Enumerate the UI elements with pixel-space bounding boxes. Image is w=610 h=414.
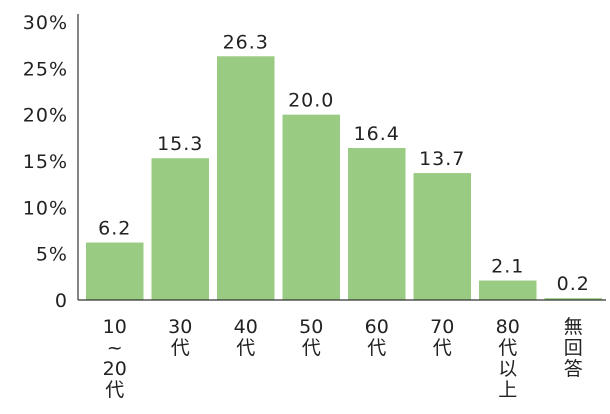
data-label-5: 13.7	[419, 148, 465, 170]
category-label-5: 70代	[430, 316, 454, 359]
bar-2	[217, 56, 275, 300]
category-label-0-line-3: 代	[105, 379, 124, 401]
category-label-4-line-0: 60	[365, 316, 389, 338]
axis-layer	[77, 14, 606, 301]
bar-5	[413, 173, 471, 300]
data-label-1: 15.3	[157, 133, 203, 155]
category-label-0: 10~20代	[103, 316, 127, 401]
y-tick-label-0: 0	[55, 290, 68, 312]
bar-0	[86, 242, 144, 300]
category-label-2-line-1: 代	[236, 337, 255, 359]
bar-3	[282, 114, 340, 301]
y-tick-label-4: 20%	[23, 105, 68, 127]
category-label-7-line-2: 答	[564, 358, 583, 380]
category-label-5-line-0: 70	[430, 316, 454, 338]
y-tick-label-6: 30%	[23, 12, 68, 34]
category-label-0-line-2: 20	[103, 358, 127, 380]
category-label-3-line-1: 代	[302, 337, 321, 359]
data-label-0: 6.2	[98, 218, 131, 240]
bar-4	[348, 148, 406, 300]
category-label-7-line-0: 無	[564, 316, 583, 338]
bar-1	[151, 158, 209, 300]
category-label-4: 60代	[365, 316, 389, 359]
data-labels: 6.2 15.3 26.3 20.0 16.4 13.7 2.1 0.2	[98, 31, 590, 295]
category-label-6-line-0: 80	[496, 316, 520, 338]
category-label-7-line-1: 回	[564, 337, 583, 359]
category-label-6-line-3: 上	[498, 379, 517, 401]
category-label-6-line-1: 代	[498, 337, 517, 359]
y-tick-label-1: 5%	[36, 244, 68, 266]
category-label-3: 50代	[299, 316, 323, 359]
data-label-2: 26.3	[223, 31, 269, 53]
bars-layer	[86, 56, 602, 301]
category-label-1-line-1: 代	[171, 337, 190, 359]
category-label-4-line-1: 代	[367, 337, 386, 359]
category-label-0-line-1: ~	[107, 337, 123, 359]
category-label-1: 30代	[168, 316, 192, 359]
category-label-0-line-0: 10	[103, 316, 127, 338]
category-label-1-line-0: 30	[168, 316, 192, 338]
y-tick-label-2: 10%	[23, 197, 68, 219]
bar-6	[479, 280, 537, 300]
category-label-3-line-0: 50	[299, 316, 323, 338]
category-label-6-line-2: 以	[498, 358, 517, 380]
category-label-5-line-1: 代	[433, 337, 452, 359]
data-label-6: 2.1	[491, 256, 524, 278]
data-label-7: 0.2	[557, 273, 590, 295]
bar-7	[544, 298, 602, 300]
y-tick-label-3: 15%	[23, 151, 68, 173]
data-label-3: 20.0	[288, 90, 334, 112]
category-label-2: 40代	[234, 316, 258, 359]
category-label-2-line-0: 40	[234, 316, 258, 338]
data-label-4: 16.4	[354, 123, 400, 145]
y-tick-label-5: 25%	[23, 58, 68, 80]
category-label-7: 無回答	[564, 316, 583, 380]
y-tick-labels: 0 5% 10% 15% 20% 25% 30%	[23, 12, 68, 312]
